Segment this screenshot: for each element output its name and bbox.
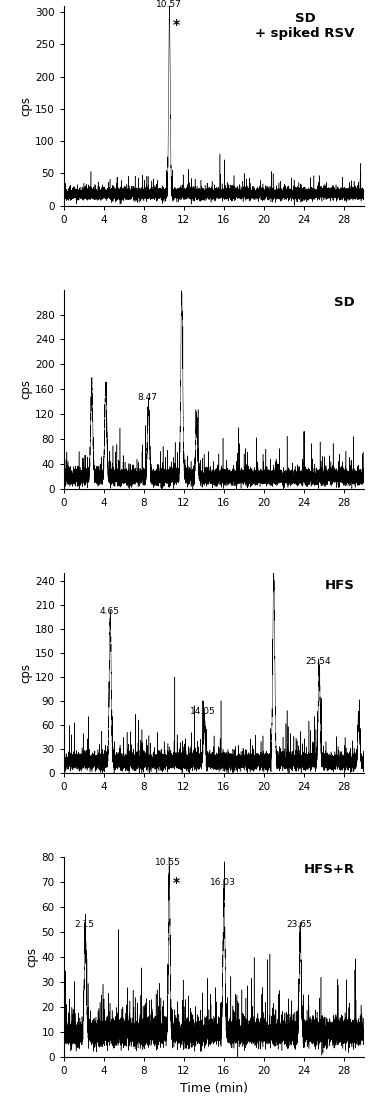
Text: 2.15: 2.15 xyxy=(74,920,94,929)
Text: 25.54: 25.54 xyxy=(305,658,331,667)
Text: HFS: HFS xyxy=(325,580,355,592)
Text: SD
+ spiked RSV: SD + spiked RSV xyxy=(255,11,355,40)
Text: HFS+R: HFS+R xyxy=(304,864,355,876)
Text: *: * xyxy=(173,876,180,889)
Text: *: * xyxy=(173,18,180,32)
Text: 23.65: 23.65 xyxy=(286,920,312,929)
Text: 10.55: 10.55 xyxy=(155,858,181,867)
Text: 10.57: 10.57 xyxy=(156,0,182,9)
Y-axis label: cps: cps xyxy=(19,380,32,400)
Y-axis label: cps: cps xyxy=(26,947,39,967)
Text: 16.03: 16.03 xyxy=(210,878,236,887)
Y-axis label: cps: cps xyxy=(19,663,32,683)
Text: SD: SD xyxy=(334,296,355,308)
Text: 14.05: 14.05 xyxy=(190,707,216,716)
Text: 4.65: 4.65 xyxy=(99,607,119,615)
Y-axis label: cps: cps xyxy=(19,96,32,116)
Text: 8.47: 8.47 xyxy=(138,393,158,402)
X-axis label: Time (min): Time (min) xyxy=(180,1082,248,1095)
